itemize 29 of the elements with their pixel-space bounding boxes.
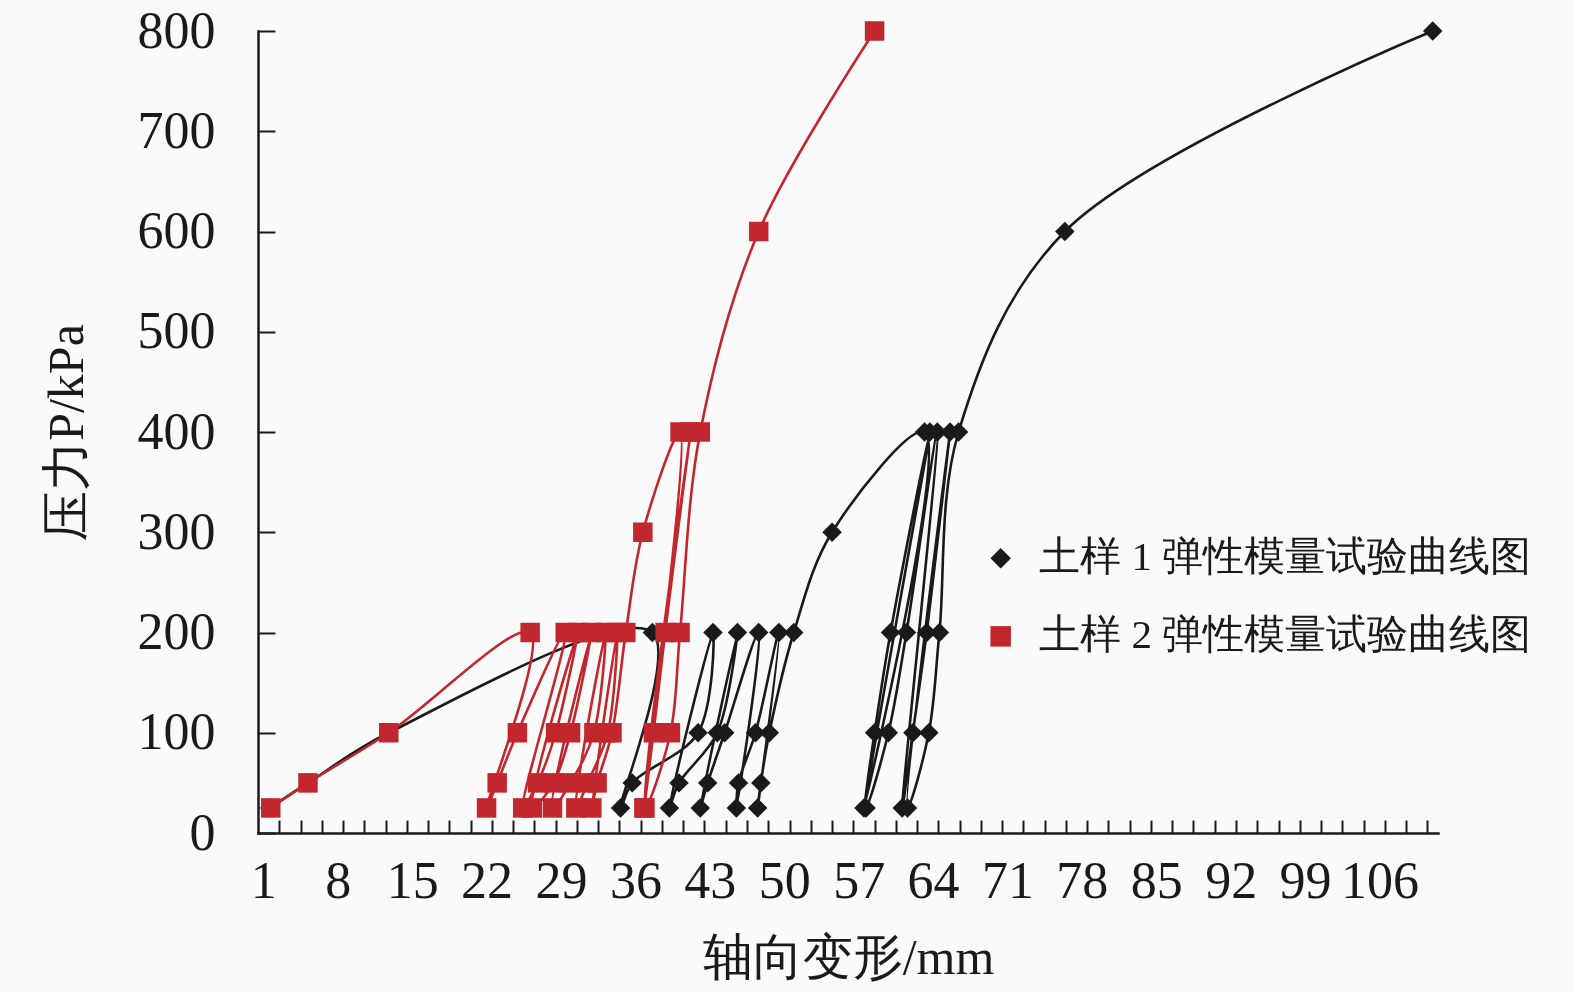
x-tick-label: 36	[609, 851, 662, 909]
y-tick-label: 400	[137, 402, 216, 460]
y-tick-label: 0	[189, 803, 216, 861]
x-tick-label: 57	[833, 851, 886, 909]
y-axis-title: 压力P/kPa	[37, 324, 94, 541]
x-tick-label: 99	[1279, 851, 1332, 909]
legend-label: 土样 1 弹性模量试验曲线图	[1039, 533, 1532, 580]
x-tick-label: 106	[1341, 851, 1420, 909]
x-tick-label: 43	[684, 851, 737, 909]
x-tick-label: 78	[1056, 851, 1109, 909]
y-tick-label: 700	[137, 101, 216, 159]
x-tick-label: 64	[907, 851, 960, 909]
y-tick-label: 300	[137, 502, 216, 560]
y-tick-label: 100	[137, 703, 216, 761]
legend-label: 土样 2 弹性模量试验曲线图	[1039, 611, 1532, 658]
x-tick-label: 22	[461, 851, 514, 909]
x-tick-label: 8	[325, 851, 352, 909]
x-tick-label: 85	[1130, 851, 1183, 909]
x-tick-label: 71	[981, 851, 1034, 909]
x-tick-label: 1	[250, 851, 277, 909]
x-tick-label: 50	[758, 851, 811, 909]
x-tick-label: 92	[1205, 851, 1258, 909]
x-tick-label: 15	[386, 851, 439, 909]
y-tick-label: 800	[137, 1, 216, 59]
x-axis-title: 轴向变形/mm	[702, 928, 995, 985]
y-tick-label: 200	[137, 603, 216, 660]
x-tick-label: 29	[535, 851, 588, 909]
y-tick-label: 500	[137, 302, 216, 360]
y-tick-label: 600	[137, 202, 216, 259]
